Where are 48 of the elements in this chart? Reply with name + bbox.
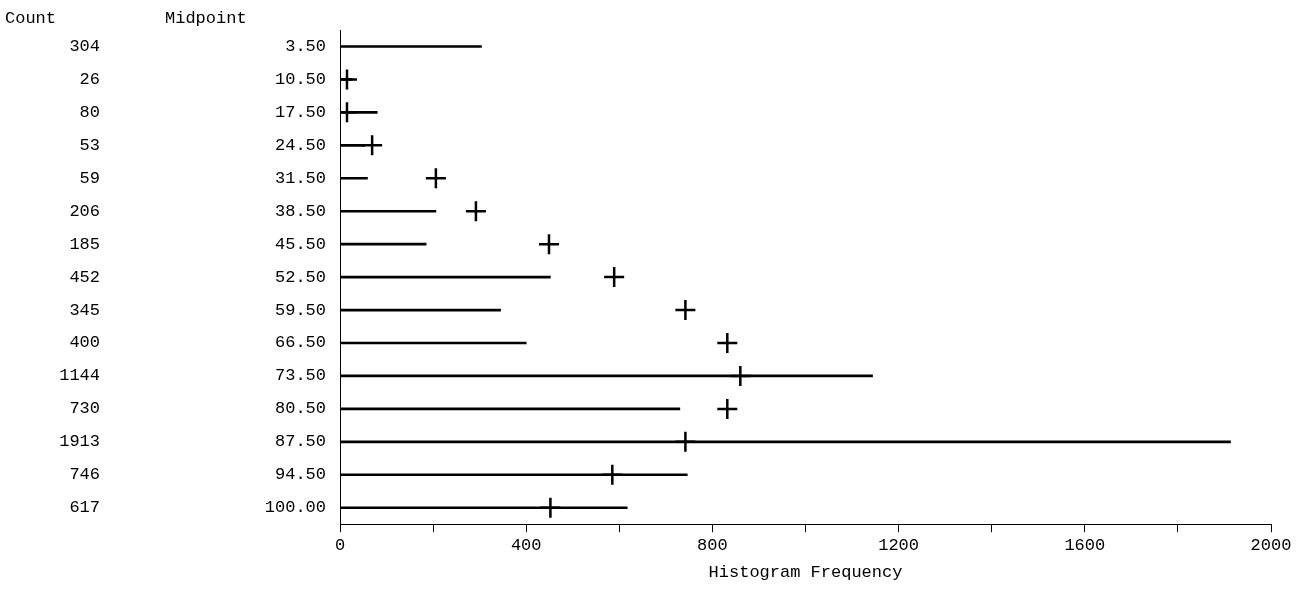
x-tick-label: 2000 — [1250, 535, 1292, 555]
y-tick-label: 59.50 — [274, 300, 326, 320]
y-tick-label: 31.50 — [274, 168, 326, 188]
point — [537, 232, 561, 256]
y-tick-label: 17.50 — [274, 102, 326, 122]
data-label: 746 — [69, 465, 100, 485]
x-tick-label: 1200 — [878, 535, 920, 555]
y-tick-label: 100.00 — [264, 498, 326, 518]
y-tick-label: 87.50 — [274, 432, 326, 452]
data-label: 1144 — [59, 366, 100, 386]
y-tick-label: 80.50 — [274, 399, 326, 419]
data-label: 53 — [79, 135, 100, 155]
point — [674, 298, 697, 322]
x-tick-label: 800 — [697, 535, 728, 555]
point — [716, 331, 739, 355]
data-label: 304 — [69, 36, 100, 56]
y-axis-title: Midpoint — [165, 8, 247, 28]
data-label: 400 — [69, 333, 100, 353]
y-tick-label: 10.50 — [274, 69, 326, 89]
y-tick-label: 52.50 — [274, 267, 326, 287]
y-tick-label: 66.50 — [274, 333, 326, 353]
y-tick-label: 94.50 — [274, 465, 326, 485]
point — [360, 134, 384, 157]
point — [716, 397, 739, 421]
text: Count — [5, 8, 57, 28]
data-label: 26 — [79, 69, 100, 89]
point — [424, 167, 448, 190]
y-tick-label: 45.50 — [274, 234, 326, 254]
x-tick-label: 400 — [510, 535, 542, 555]
data-label: 617 — [69, 498, 100, 518]
y-tick-label: 38.50 — [274, 201, 326, 221]
data-label: 1913 — [59, 432, 100, 452]
point — [729, 364, 752, 388]
y-tick-label: 73.50 — [274, 366, 326, 386]
data-label: 80 — [79, 102, 100, 122]
point — [464, 199, 488, 223]
x-tick-label: 1600 — [1064, 535, 1106, 555]
data-label: 345 — [69, 300, 100, 320]
data-label: 59 — [79, 168, 100, 188]
x-axis-title: Histogram Frequency — [708, 563, 903, 583]
y-tick-label: 3.50 — [285, 36, 326, 56]
data-label: 452 — [69, 267, 100, 287]
y-tick-label: 24.50 — [274, 135, 326, 155]
data-label: 730 — [69, 399, 100, 419]
data-label: 185 — [69, 234, 100, 254]
point — [602, 265, 626, 289]
data-label: 206 — [69, 201, 100, 221]
x-tick-label: 0 — [334, 535, 346, 555]
